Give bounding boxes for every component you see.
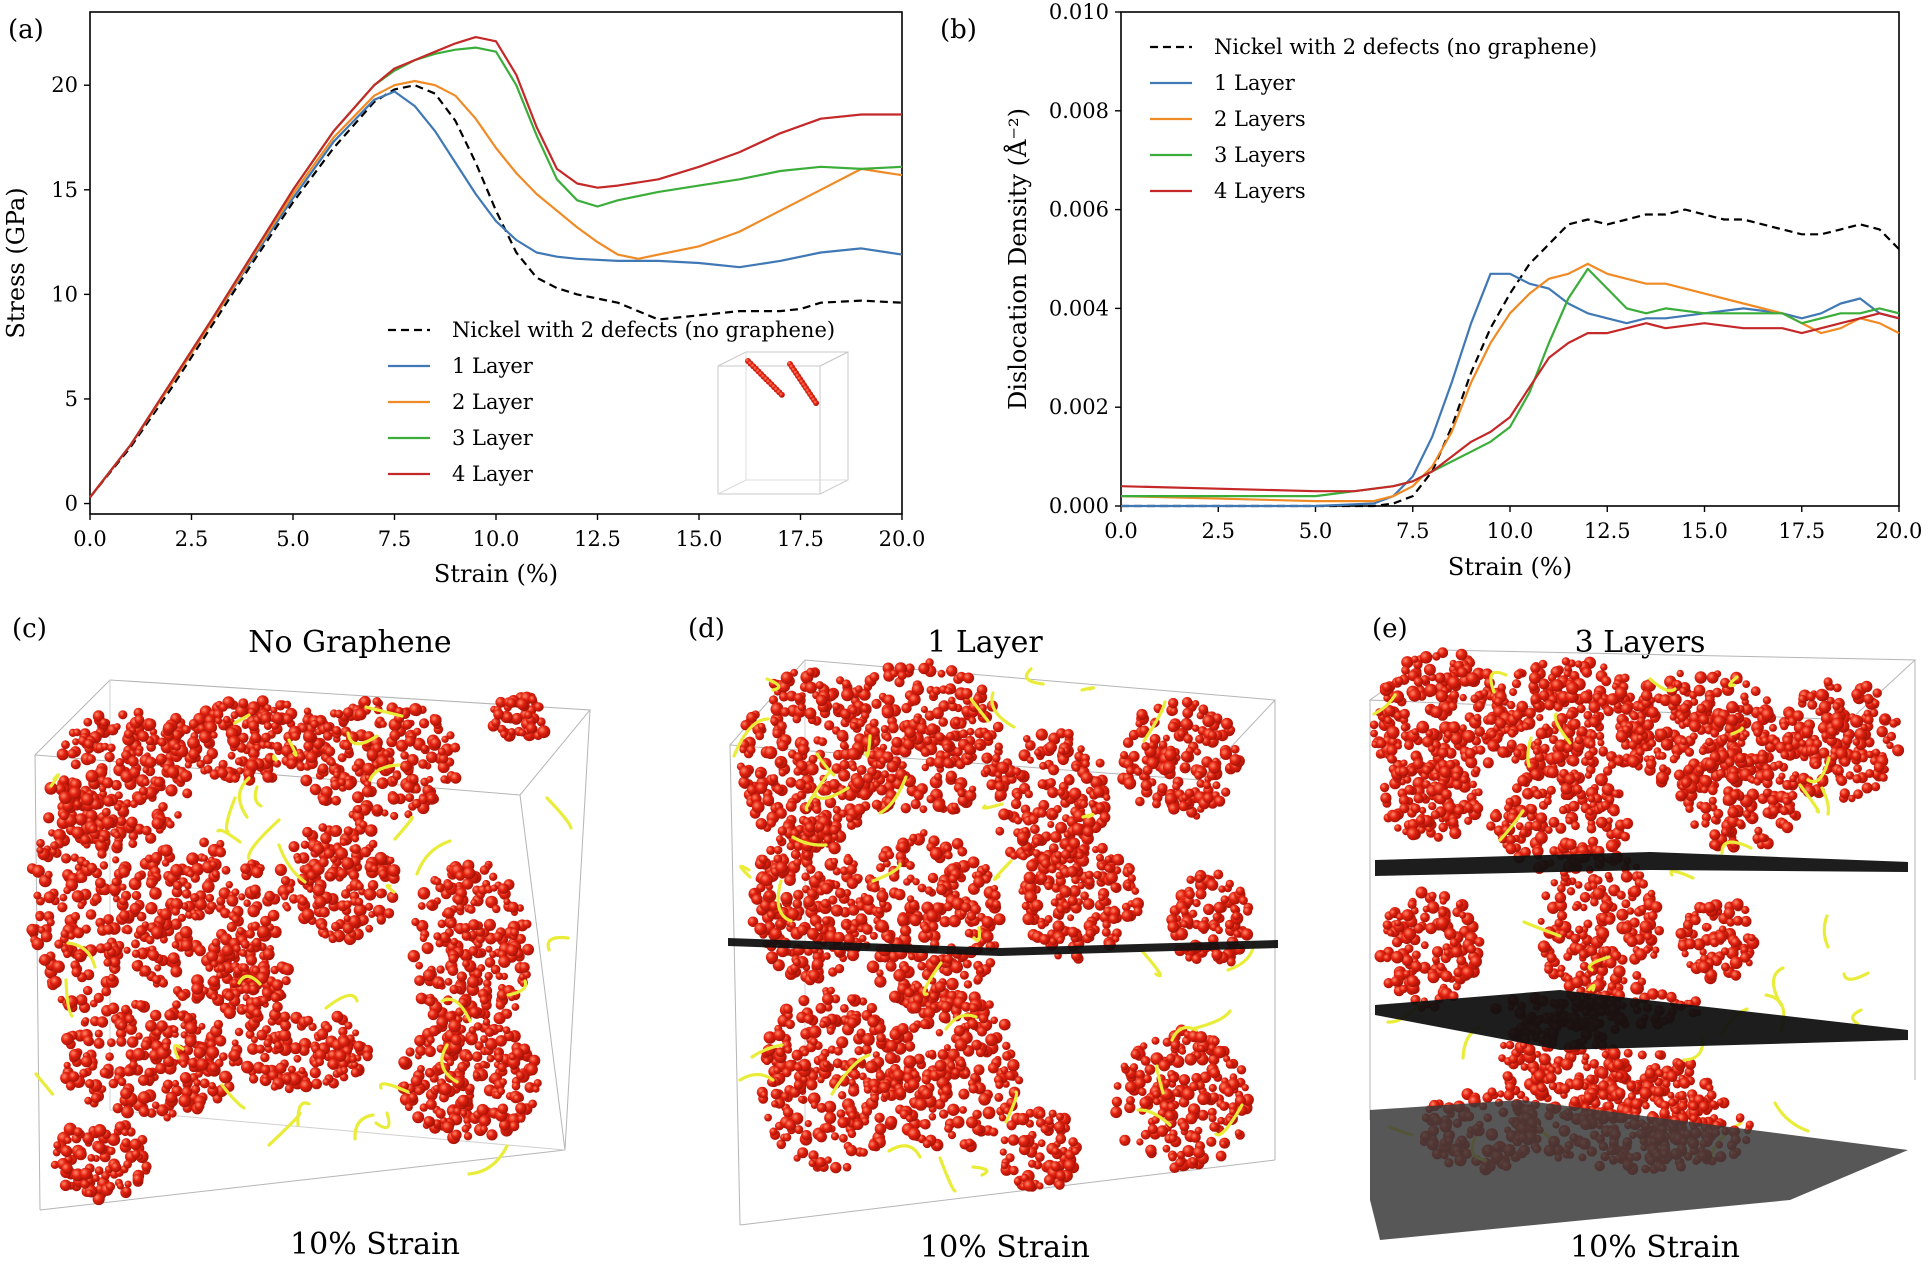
series-line-4 xyxy=(89,35,902,498)
panel-d-caption: 10% Strain xyxy=(920,1230,1090,1265)
panel-e-tag: (e) xyxy=(1372,614,1408,644)
x-tick-label: 20.0 xyxy=(1876,519,1923,543)
x-tick-label: 20.0 xyxy=(879,527,926,551)
panel-d-tag: (d) xyxy=(688,614,725,644)
x-tick-label: 2.5 xyxy=(175,527,208,551)
legend-label-4: 4 Layers xyxy=(1214,179,1306,203)
x-tick-label: 17.5 xyxy=(1778,519,1825,543)
y-tick-label: 0.008 xyxy=(1049,99,1109,123)
panel-c-simulation-box xyxy=(33,679,592,1211)
panel-a-stress-strain: (a) 0.0 2.5 5.0 7.5 10.0 12.5 15.0 17.5 20.0 0 5 1… xyxy=(2,11,925,588)
y-tick-label: 0.006 xyxy=(1049,198,1109,222)
y-tick-label: 0.000 xyxy=(1049,494,1109,518)
y-tick-label: 15 xyxy=(51,178,78,202)
panel-d-atom-cloud xyxy=(732,658,1256,1193)
panel-a-inset-icon xyxy=(717,351,849,495)
y-tick-label: 0.002 xyxy=(1049,395,1109,419)
y-tick-label: 0 xyxy=(65,492,78,516)
series-line-1 xyxy=(1121,272,1900,508)
x-tick-label: 7.5 xyxy=(378,527,411,551)
panel-a-y-axis-label: Stress (GPa) xyxy=(2,187,30,338)
series-line-4 xyxy=(1120,312,1900,493)
legend-label-4: 4 Layer xyxy=(452,462,534,486)
x-tick-label: 12.5 xyxy=(574,527,621,551)
panel-b-legend: Nickel with 2 defects (no graphene) 1 Lay… xyxy=(1150,35,1597,203)
legend-label-0: Nickel with 2 defects (no graphene) xyxy=(1214,35,1597,59)
panel-e-atom-cloud xyxy=(1369,647,1905,1176)
panel-c-snapshot-no-graphene: (c) No Graphene 10% Strain xyxy=(12,614,592,1262)
x-tick-label: 5.0 xyxy=(276,527,309,551)
legend-label-3: 3 Layer xyxy=(452,426,534,450)
x-tick-label: 15.0 xyxy=(676,527,723,551)
panel-b-x-axis-label: Strain (%) xyxy=(1448,553,1572,581)
panel-a-legend: Nickel with 2 defects (no graphene) 1 Lay… xyxy=(388,318,835,486)
series-line-0 xyxy=(1121,208,1900,508)
panel-c-caption: 10% Strain xyxy=(290,1227,460,1262)
panel-a-y-ticks: 0 5 10 15 20 xyxy=(51,73,90,516)
x-tick-label: 0.0 xyxy=(1104,519,1137,543)
panel-c-title: No Graphene xyxy=(248,625,451,660)
series-line-1 xyxy=(89,90,903,498)
panel-b-series-lines xyxy=(1120,208,1900,508)
x-tick-label: 7.5 xyxy=(1396,519,1429,543)
x-tick-label: 10.0 xyxy=(1487,519,1534,543)
legend-label-2: 2 Layer xyxy=(452,390,534,414)
legend-label-0: Nickel with 2 defects (no graphene) xyxy=(452,318,835,342)
legend-label-2: 2 Layers xyxy=(1214,107,1306,131)
x-tick-label: 17.5 xyxy=(777,527,824,551)
series-line-3 xyxy=(1121,267,1900,498)
panel-e-caption: 10% Strain xyxy=(1570,1230,1740,1265)
panel-d-snapshot-1-layer: (d) 1 Layer 10% Strain xyxy=(688,614,1278,1265)
panel-b-y-ticks: 0.000 0.002 0.004 0.006 0.008 0.010 xyxy=(1049,0,1121,518)
legend-label-1: 1 Layer xyxy=(1214,71,1296,95)
panel-b-y-axis-label: Dislocation Density (Å⁻²) xyxy=(1003,108,1032,410)
panel-b-tag: (b) xyxy=(940,15,977,45)
legend-label-1: 1 Layer xyxy=(452,354,534,378)
legend-label-3: 3 Layers xyxy=(1214,143,1306,167)
x-tick-label: 15.0 xyxy=(1681,519,1728,543)
panel-a-tag: (a) xyxy=(8,15,44,45)
panel-c-tag: (c) xyxy=(12,614,47,644)
panel-b-x-ticks: 0.0 2.5 5.0 7.5 10.0 12.5 15.0 17.5 20.0 xyxy=(1104,506,1922,543)
panel-d-title: 1 Layer xyxy=(927,625,1043,660)
y-tick-label: 20 xyxy=(51,73,78,97)
y-tick-label: 0.004 xyxy=(1049,296,1109,320)
series-line-2 xyxy=(1120,262,1900,503)
panel-d-graphene-layer xyxy=(728,938,1278,956)
y-tick-label: 5 xyxy=(65,387,78,411)
y-tick-label: 10 xyxy=(51,282,78,306)
panel-a-x-axis-label: Strain (%) xyxy=(434,560,558,588)
panel-e-snapshot-3-layers: (e) 3 Layers 10% Strain xyxy=(1368,614,1917,1265)
y-tick-label: 0.010 xyxy=(1049,0,1109,24)
panel-a-x-ticks: 0.0 2.5 5.0 7.5 10.0 12.5 15.0 17.5 20.0 xyxy=(73,514,925,551)
x-tick-label: 12.5 xyxy=(1584,519,1631,543)
x-tick-label: 0.0 xyxy=(73,527,106,551)
x-tick-label: 2.5 xyxy=(1202,519,1235,543)
panel-c-atom-cloud xyxy=(26,691,573,1206)
panel-b-dislocation-density: (b) 0.0 2.5 5.0 7.5 10.0 12.5 15.0 17.5 20.0 0.0… xyxy=(940,0,1922,581)
panel-e-graphene-layers xyxy=(1370,852,1908,1240)
series-line-0 xyxy=(89,84,903,498)
panel-a-series-lines xyxy=(89,35,903,498)
series-line-2 xyxy=(89,79,903,498)
x-tick-label: 5.0 xyxy=(1299,519,1332,543)
x-tick-label: 10.0 xyxy=(473,527,520,551)
